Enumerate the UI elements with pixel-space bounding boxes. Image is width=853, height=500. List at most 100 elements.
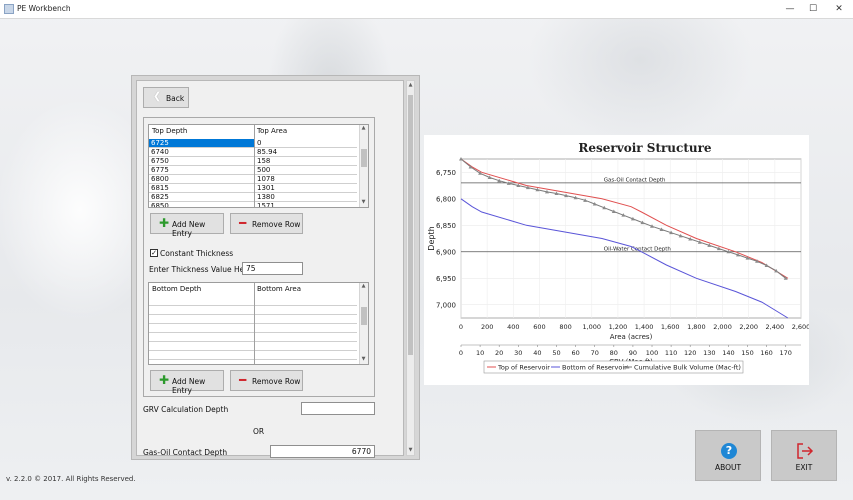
empty-table-row[interactable] [149,306,357,315]
top-depth-cell[interactable]: 6775 [151,166,169,174]
minimize-button[interactable]: — [785,4,795,14]
empty-table-row[interactable] [149,351,357,360]
table-row[interactable]: 6775 500 [149,166,357,175]
x-tick-label: 1,200 [609,323,628,331]
cbv-tick-label: 160 [760,349,772,357]
scrollbar-thumb[interactable] [361,149,367,167]
remove-row-top-button[interactable]: ━ Remove Row [230,213,303,234]
question-icon: ? [721,443,737,459]
series-line [460,158,789,279]
scrollbar-thumb[interactable] [408,95,413,355]
chart-title: Reservoir Structure [578,141,712,155]
cbv-point [621,213,626,217]
top-depth-cell[interactable]: 6850 [151,202,169,208]
y-tick-label: 7,000 [436,301,456,309]
scroll-up-icon[interactable]: ▲ [361,283,366,289]
table-row[interactable]: 6815 1301 [149,184,357,193]
remove-row-label: Remove Row [252,220,301,229]
empty-table-row[interactable] [149,315,357,324]
close-button[interactable]: ✕ [835,4,843,14]
constant-thickness-label: Constant Thickness [160,249,234,258]
bottom-depth-table[interactable]: Bottom Depth Bottom Area ▲ ▼ [148,282,369,365]
cbv-point [669,230,674,235]
top-depth-cell[interactable]: 6740 [151,148,169,156]
cbv-point [678,233,683,238]
series-line [460,198,789,319]
grv-depth-input[interactable] [301,402,375,415]
scrollbar-thumb[interactable] [361,307,367,325]
back-button[interactable]: ❮ Back [143,87,189,108]
top-area-cell[interactable]: 500 [257,166,271,174]
y-axis-label: Depth [427,226,436,250]
add-new-entry-top-button[interactable]: ✚ Add New Entry [150,213,224,238]
x-axis-label: Area (acres) [610,333,653,341]
scroll-down-icon[interactable]: ▼ [408,447,413,453]
table-row[interactable]: 6850 1571 [149,202,357,208]
col-bottom-depth[interactable]: Bottom Depth [152,285,202,293]
top-depth-cell[interactable]: 6750 [151,157,169,165]
x-tick-label: 1,800 [687,323,706,331]
cbv-point [487,175,492,180]
scroll-down-icon[interactable]: ▼ [361,199,366,205]
column-divider [254,125,255,207]
col-top-area[interactable]: Top Area [257,127,288,135]
maximize-button[interactable]: ☐ [808,4,818,14]
table-scrollbar[interactable]: ▲ ▼ [359,125,368,207]
remove-row-bottom-button[interactable]: ━ Remove Row [230,370,303,391]
y-tick-label: 6,750 [436,169,456,177]
constant-thickness-checkbox[interactable]: ✓ [150,249,158,257]
scroll-down-icon[interactable]: ▼ [361,356,366,362]
cbv-point [697,240,702,244]
empty-table-row[interactable] [149,333,357,342]
top-area-cell[interactable]: 1571 [257,202,275,208]
cbv-point [602,205,607,210]
empty-table-row[interactable] [149,324,357,333]
empty-table-row[interactable] [149,342,357,351]
cbv-tick-label: 100 [646,349,658,357]
goc-depth-label: Gas-Oil Contact Depth [143,448,228,457]
legend-item: Bottom of Reservoir [562,364,627,372]
exit-icon [797,443,814,459]
top-depth-cell[interactable]: 6800 [151,175,169,183]
col-bottom-area[interactable]: Bottom Area [257,285,302,293]
top-area-cell[interactable]: 158 [257,157,271,165]
about-button[interactable]: ? ABOUT [695,430,761,481]
about-label: ABOUT [714,463,742,472]
exit-button[interactable]: EXIT [771,430,837,481]
cbv-point [764,263,769,268]
table-row[interactable]: 6800 1078 [149,175,357,184]
scroll-up-icon[interactable]: ▲ [408,82,413,88]
x-tick-label: 0 [459,323,463,331]
add-new-entry-bottom-button[interactable]: ✚ Add New Entry [150,370,224,395]
table-row[interactable]: 6825 1380 [149,193,357,202]
panel-scrollbar[interactable]: ▲ ▼ [406,80,415,456]
cbv-tick-label: 70 [591,349,599,357]
scroll-up-icon[interactable]: ▲ [361,125,366,131]
empty-table-row[interactable] [149,297,357,306]
top-area-cell[interactable]: 1078 [257,175,275,183]
top-depth-cell[interactable]: 6815 [151,184,169,192]
or-label: OR [253,427,265,436]
table-scrollbar[interactable]: ▲ ▼ [359,283,368,364]
window-title: PE Workbench [17,4,71,13]
thickness-input[interactable]: 75 [242,262,303,275]
col-top-depth[interactable]: Top Depth [152,127,188,135]
top-area-cell[interactable]: 1380 [257,193,275,201]
table-row[interactable]: 6725 0 [149,139,357,148]
minus-icon: ━ [239,373,247,387]
top-depth-table[interactable]: Top Depth Top Area 6725 0 6740 85.94 6750 158… [148,124,369,208]
top-area-cell[interactable]: 85.94 [257,148,278,156]
top-area-cell[interactable]: 1301 [257,184,275,192]
table-row[interactable]: 6740 85.94 [149,148,357,157]
title-bar: PE Workbench — ☐ ✕ [0,0,853,19]
goc-depth-input[interactable]: 6770 [270,445,375,458]
cbv-point [774,268,779,273]
top-depth-cell[interactable]: 6725 [149,139,254,147]
cbv-point [478,171,483,175]
table-row[interactable]: 6750 158 [149,157,357,166]
cbv-point [592,202,597,206]
top-depth-cell[interactable]: 6825 [151,193,169,201]
y-tick-label: 6,800 [436,195,456,203]
top-area-cell[interactable]: 0 [257,139,262,147]
cbv-point [459,157,463,161]
